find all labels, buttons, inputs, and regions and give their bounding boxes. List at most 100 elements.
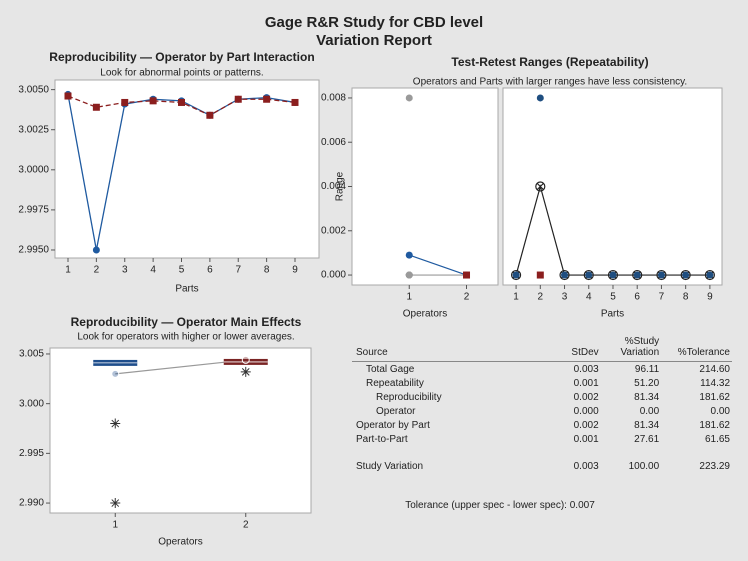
table-cell: 0.003 — [573, 461, 599, 472]
table-row: Part-to-Part 0.001 27.61 61.65 — [352, 432, 732, 446]
marker — [585, 271, 593, 279]
x-tick-label: 8 — [683, 292, 689, 303]
marker-ring — [632, 269, 643, 281]
marker — [405, 271, 413, 279]
report-title: Gage R&R Study for CBD level — [265, 14, 483, 31]
table-cell: 181.62 — [699, 392, 730, 403]
report-subtitle: Variation Report — [316, 32, 432, 49]
row-label: Repeatability — [366, 378, 424, 389]
table-row: Reproducibility 0.002 81.34 181.62 — [352, 390, 732, 404]
y-axis-label: Range — [335, 171, 346, 201]
marker — [405, 94, 413, 102]
table-cell: 100.00 — [628, 461, 660, 472]
table-row: Operator 0.000 0.00 0.00 — [352, 404, 732, 418]
chart-title: Reproducibility — Operator Main Effects — [71, 315, 302, 329]
row-label: Study Variation — [356, 461, 424, 472]
table-row: Operator by Part 0.002 81.34 181.62 — [352, 418, 732, 432]
table-row: Repeatability 0.001 51.20 114.32 — [352, 376, 732, 390]
table-cell: 0.000 — [573, 406, 599, 417]
outlier — [240, 366, 251, 377]
marker-ring — [535, 181, 546, 192]
x-axis-label: Parts — [601, 309, 624, 320]
x-tick-label: 2 — [243, 520, 249, 531]
marker — [536, 271, 544, 279]
table-cell: 0.001 — [573, 434, 599, 445]
table-row: Study Variation 0.003 100.00 223.29 — [352, 446, 732, 473]
x-axis-label: Operators — [158, 537, 202, 548]
y-tick-label: 2.990 — [19, 498, 44, 509]
y-tick-label: 3.0025 — [18, 124, 49, 135]
table-cell: 181.62 — [699, 420, 730, 431]
table-cell: 214.60 — [699, 364, 730, 375]
table-cell: 51.20 — [634, 378, 660, 389]
marker — [463, 271, 471, 279]
y-tick-label: 0.006 — [321, 137, 346, 148]
marker — [535, 181, 546, 192]
row-label: Reproducibility — [376, 392, 442, 403]
x-tick-label: 4 — [586, 292, 592, 303]
column-header: StDev — [540, 336, 601, 362]
x-tick-label: 1 — [406, 292, 412, 303]
table-cell: 81.34 — [634, 392, 660, 403]
marker-ring — [704, 269, 715, 281]
y-tick-label: 2.995 — [19, 448, 44, 459]
marker — [633, 271, 641, 279]
marker — [206, 111, 214, 119]
marker-ring — [583, 269, 594, 281]
x-tick-label: 2 — [94, 265, 100, 276]
y-tick-label: 3.0000 — [18, 164, 49, 175]
x-tick-label: 2 — [464, 292, 470, 303]
table-row: Total Gage 0.003 96.11 214.60 — [352, 362, 732, 377]
table-cell: 0.002 — [573, 420, 599, 431]
marker-ring — [656, 269, 667, 281]
y-tick-label: 2.9975 — [18, 205, 49, 216]
y-tick-label: 3.005 — [19, 349, 44, 360]
x-axis-label: Operators — [403, 309, 447, 320]
x-tick-label: 3 — [122, 265, 128, 276]
x-tick-label: 1 — [65, 265, 71, 276]
x-tick-label: 7 — [659, 292, 665, 303]
mean-point — [111, 369, 120, 378]
marker — [706, 271, 714, 279]
x-tick-label: 8 — [264, 265, 270, 276]
x-tick-label: 6 — [634, 292, 640, 303]
table-footer: Tolerance (upper spec - lower spec): 0.0… — [405, 500, 595, 511]
x-tick-label: 1 — [513, 292, 519, 303]
table-cell: 0.00 — [639, 406, 660, 417]
y-tick-label: 3.0050 — [18, 84, 49, 95]
table-cell: 0.003 — [573, 364, 599, 375]
series-line — [409, 254, 467, 276]
marker — [682, 271, 690, 279]
marker — [561, 271, 569, 279]
marker — [149, 97, 157, 105]
chart-subtitle: Look for operators with higher or lower … — [77, 332, 294, 343]
column-header: Source — [352, 336, 541, 362]
marker — [121, 98, 129, 106]
marker — [512, 271, 520, 279]
x-tick-label: 9 — [292, 265, 298, 276]
x-axis-label: Parts — [175, 284, 198, 295]
marker — [657, 271, 665, 279]
x-tick-label: 9 — [707, 292, 713, 303]
y-tick-label: 2.9950 — [18, 245, 49, 256]
table-cell: 0.001 — [573, 378, 599, 389]
x-tick-label: 5 — [179, 265, 185, 276]
chart-subtitle: Look for abnormal points or patterns. — [100, 68, 263, 79]
marker-cross — [536, 183, 544, 190]
table-cell: 223.29 — [699, 461, 730, 472]
outlier — [110, 418, 121, 429]
marker-ring — [680, 269, 691, 281]
x-tick-label: 7 — [235, 265, 241, 276]
y-tick-label: 0.004 — [321, 181, 346, 192]
table-cell: 81.34 — [634, 420, 660, 431]
table-cell: 27.61 — [634, 434, 660, 445]
table-cell: 114.32 — [700, 378, 730, 389]
x-tick-label: 4 — [150, 265, 156, 276]
marker — [64, 92, 72, 100]
chart-title: Test-Retest Ranges (Repeatability) — [451, 55, 648, 69]
table-cell: 0.00 — [710, 406, 730, 417]
y-tick-label: 3.000 — [19, 398, 44, 409]
x-tick-label: 2 — [538, 292, 544, 303]
